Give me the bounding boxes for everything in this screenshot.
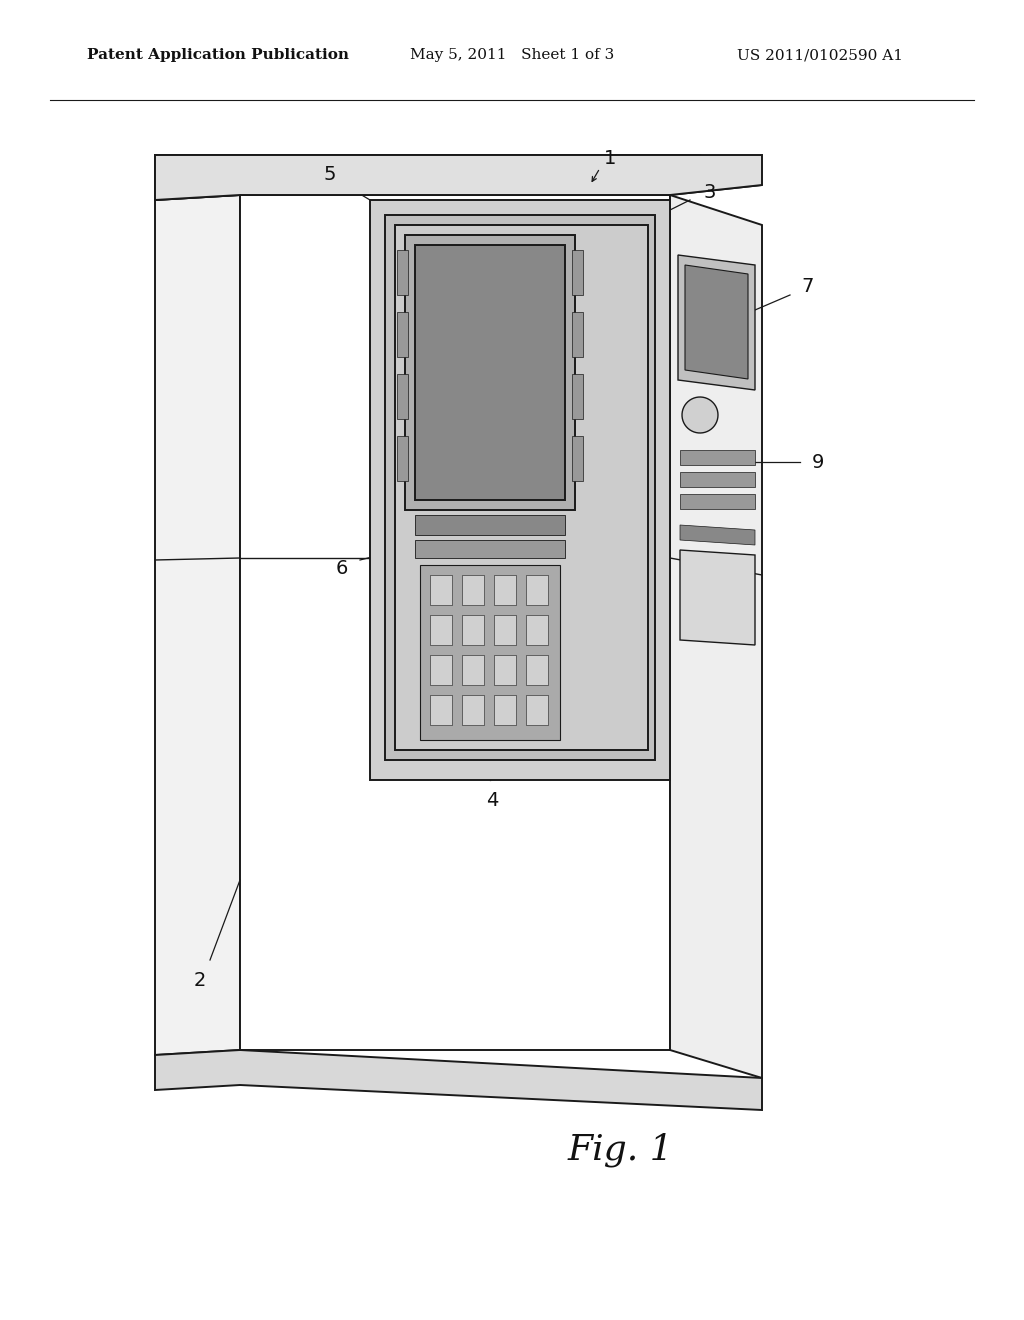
Text: Fig. 1: Fig. 1 bbox=[567, 1133, 673, 1167]
Polygon shape bbox=[155, 1049, 762, 1110]
Polygon shape bbox=[397, 249, 408, 294]
Polygon shape bbox=[415, 246, 565, 500]
Polygon shape bbox=[526, 696, 548, 725]
Polygon shape bbox=[680, 473, 755, 487]
Polygon shape bbox=[430, 615, 452, 645]
Text: 3: 3 bbox=[703, 182, 716, 202]
Polygon shape bbox=[406, 235, 575, 510]
Text: Patent Application Publication: Patent Application Publication bbox=[87, 49, 349, 62]
Polygon shape bbox=[462, 696, 484, 725]
Polygon shape bbox=[430, 576, 452, 605]
Polygon shape bbox=[415, 515, 565, 535]
Text: 7: 7 bbox=[802, 277, 814, 297]
Polygon shape bbox=[430, 696, 452, 725]
Polygon shape bbox=[370, 201, 670, 780]
Polygon shape bbox=[430, 655, 452, 685]
Text: US 2011/0102590 A1: US 2011/0102590 A1 bbox=[737, 49, 903, 62]
Polygon shape bbox=[385, 215, 655, 760]
Polygon shape bbox=[572, 249, 583, 294]
Text: 6: 6 bbox=[336, 558, 348, 578]
Polygon shape bbox=[682, 397, 718, 433]
Polygon shape bbox=[685, 265, 748, 379]
Polygon shape bbox=[397, 436, 408, 480]
Polygon shape bbox=[415, 540, 565, 558]
Text: 4: 4 bbox=[485, 791, 499, 809]
Polygon shape bbox=[155, 154, 762, 201]
Polygon shape bbox=[462, 576, 484, 605]
Polygon shape bbox=[526, 615, 548, 645]
Polygon shape bbox=[155, 195, 240, 1055]
Polygon shape bbox=[680, 550, 755, 645]
Polygon shape bbox=[678, 255, 755, 389]
Polygon shape bbox=[494, 696, 516, 725]
Polygon shape bbox=[670, 195, 762, 1078]
Polygon shape bbox=[420, 565, 560, 741]
Polygon shape bbox=[572, 374, 583, 418]
Polygon shape bbox=[494, 576, 516, 605]
Text: 1: 1 bbox=[604, 149, 616, 168]
Polygon shape bbox=[494, 655, 516, 685]
Polygon shape bbox=[462, 655, 484, 685]
Polygon shape bbox=[240, 195, 670, 1049]
Polygon shape bbox=[572, 436, 583, 480]
Polygon shape bbox=[680, 525, 755, 545]
Text: 5: 5 bbox=[324, 165, 336, 183]
Text: May 5, 2011   Sheet 1 of 3: May 5, 2011 Sheet 1 of 3 bbox=[410, 49, 613, 62]
Polygon shape bbox=[395, 224, 648, 750]
Text: 2: 2 bbox=[194, 970, 206, 990]
Polygon shape bbox=[680, 450, 755, 465]
Polygon shape bbox=[572, 312, 583, 356]
Polygon shape bbox=[397, 312, 408, 356]
Polygon shape bbox=[526, 655, 548, 685]
Text: 9: 9 bbox=[812, 453, 824, 471]
Polygon shape bbox=[462, 615, 484, 645]
Polygon shape bbox=[680, 494, 755, 510]
Polygon shape bbox=[494, 615, 516, 645]
Polygon shape bbox=[526, 576, 548, 605]
Polygon shape bbox=[397, 374, 408, 418]
Polygon shape bbox=[155, 154, 762, 201]
